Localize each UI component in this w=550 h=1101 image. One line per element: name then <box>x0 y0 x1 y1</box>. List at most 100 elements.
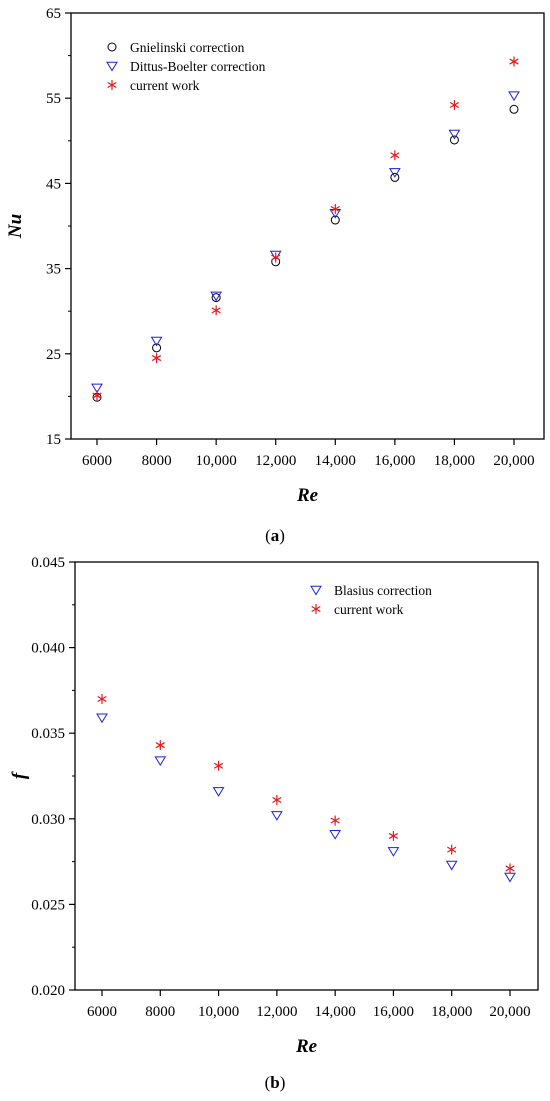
y-tick-label: 0.040 <box>31 641 65 657</box>
data-point <box>271 252 281 263</box>
data-point-stroke-2 <box>211 307 221 314</box>
x-tick-label: 14,000 <box>315 453 356 469</box>
legend-marker <box>107 80 117 90</box>
x-axis-ticks: 6000 8000 10,000 12,000 14,000 16,000 18,000 20… <box>87 990 531 1020</box>
x-tick-label: 18,000 <box>434 453 475 469</box>
data-point <box>330 203 340 214</box>
y-axis-title: f <box>9 771 30 779</box>
data-point <box>212 787 225 797</box>
data-point-stroke-2 <box>272 796 282 803</box>
x-tick-label: 16,000 <box>373 1004 414 1020</box>
panel-caption: (a) <box>265 526 285 545</box>
data-point-stroke-2 <box>97 695 107 702</box>
data-point <box>211 305 221 316</box>
x-tick-label: 8000 <box>145 1004 175 1020</box>
data-point <box>155 740 165 751</box>
data-point-stroke-2 <box>388 832 399 839</box>
x-tick-label: 12,000 <box>256 1004 297 1020</box>
data-point <box>150 336 163 347</box>
x-tick-label: 14,000 <box>315 1004 356 1020</box>
data-point <box>213 760 224 771</box>
legend-label: current work <box>334 602 404 617</box>
data-point-stroke-2 <box>390 152 400 159</box>
data-point <box>388 830 399 841</box>
legend-item: Gnielinski correction <box>107 40 245 55</box>
data-point <box>152 343 162 353</box>
legend-marker <box>106 61 118 72</box>
data-point-stroke-2 <box>92 392 102 399</box>
legend-marker-stroke-2 <box>311 605 321 613</box>
data-point <box>92 390 102 401</box>
data-point-stroke-2 <box>509 58 519 65</box>
x-tick-label: 6000 <box>82 453 112 469</box>
y-tick-label: 0.030 <box>31 812 65 828</box>
y-tick-label: 0.035 <box>31 726 65 742</box>
x-tick-label: 20,000 <box>489 1004 530 1020</box>
panel-caption: (b) <box>265 1073 286 1092</box>
data-point-stroke-2 <box>213 762 224 769</box>
data-point <box>509 56 519 67</box>
data-point <box>270 811 283 821</box>
data-point <box>269 250 282 261</box>
legend: Blasius correction current work <box>310 583 432 617</box>
legend: Gnielinski correction Dittus-Boelter corr… <box>106 40 266 93</box>
data-point-stroke-2 <box>271 254 281 261</box>
legend-marker <box>311 604 321 614</box>
x-tick-label: 12,000 <box>255 453 296 469</box>
y-tick-label: 0.025 <box>31 897 65 913</box>
data-point <box>448 129 461 140</box>
legend-label: Dittus-Boelter correction <box>130 59 266 74</box>
legend-marker <box>107 42 117 52</box>
legend-item: current work <box>311 602 404 617</box>
data-point-stroke-2 <box>449 101 460 109</box>
data-point <box>509 104 519 114</box>
x-axis-title: Re <box>296 485 319 506</box>
data-point <box>97 693 107 704</box>
legend-marker <box>310 585 322 596</box>
series-1 <box>91 91 520 394</box>
y-axis-ticks: 15 25 35 45 55 65 <box>46 6 71 448</box>
data-point <box>151 353 162 364</box>
data-point <box>449 135 459 145</box>
y-tick-label: 15 <box>46 432 61 448</box>
data-point <box>154 756 167 767</box>
x-tick-label: 18,000 <box>431 1004 472 1020</box>
x-tick-label: 16,000 <box>374 453 415 469</box>
y-axis-title: Nu <box>5 214 26 239</box>
series-0 <box>96 713 516 883</box>
y-axis-ticks: 0.020 0.025 0.030 0.035 0.040 0.045 <box>31 555 75 999</box>
data-point <box>329 829 342 840</box>
series-2 <box>92 56 519 401</box>
data-point-stroke-2 <box>151 355 162 362</box>
data-point <box>504 872 516 883</box>
y-tick-label: 25 <box>46 347 61 363</box>
y-tick-label: 35 <box>46 262 61 278</box>
data-point <box>445 860 458 871</box>
data-point <box>330 815 340 826</box>
series-0 <box>92 104 519 402</box>
data-point-stroke-2 <box>505 865 515 872</box>
data-point <box>96 713 108 724</box>
legend-item: Blasius correction <box>310 583 432 598</box>
y-tick-label: 0.045 <box>31 555 65 571</box>
data-point <box>447 844 457 855</box>
legend-item: Dittus-Boelter correction <box>106 59 266 74</box>
data-point <box>388 168 401 178</box>
plot-frame <box>70 12 545 440</box>
x-axis-title: Re <box>295 1036 318 1057</box>
panel-a: 15 25 35 45 55 65 6000 8000 10,000 12,000 14,000 16… <box>5 6 545 545</box>
data-point <box>390 150 400 161</box>
data-point <box>508 91 520 102</box>
data-point <box>387 847 400 857</box>
data-point <box>505 863 515 874</box>
legend-marker-stroke-2 <box>107 81 117 89</box>
legend-item: current work <box>107 78 200 93</box>
data-point <box>330 215 340 225</box>
legend-label: current work <box>130 78 200 93</box>
legend-label: Blasius correction <box>334 583 432 598</box>
y-tick-label: 55 <box>46 91 61 107</box>
data-point <box>390 172 400 182</box>
x-tick-label: 10,000 <box>198 1004 239 1020</box>
